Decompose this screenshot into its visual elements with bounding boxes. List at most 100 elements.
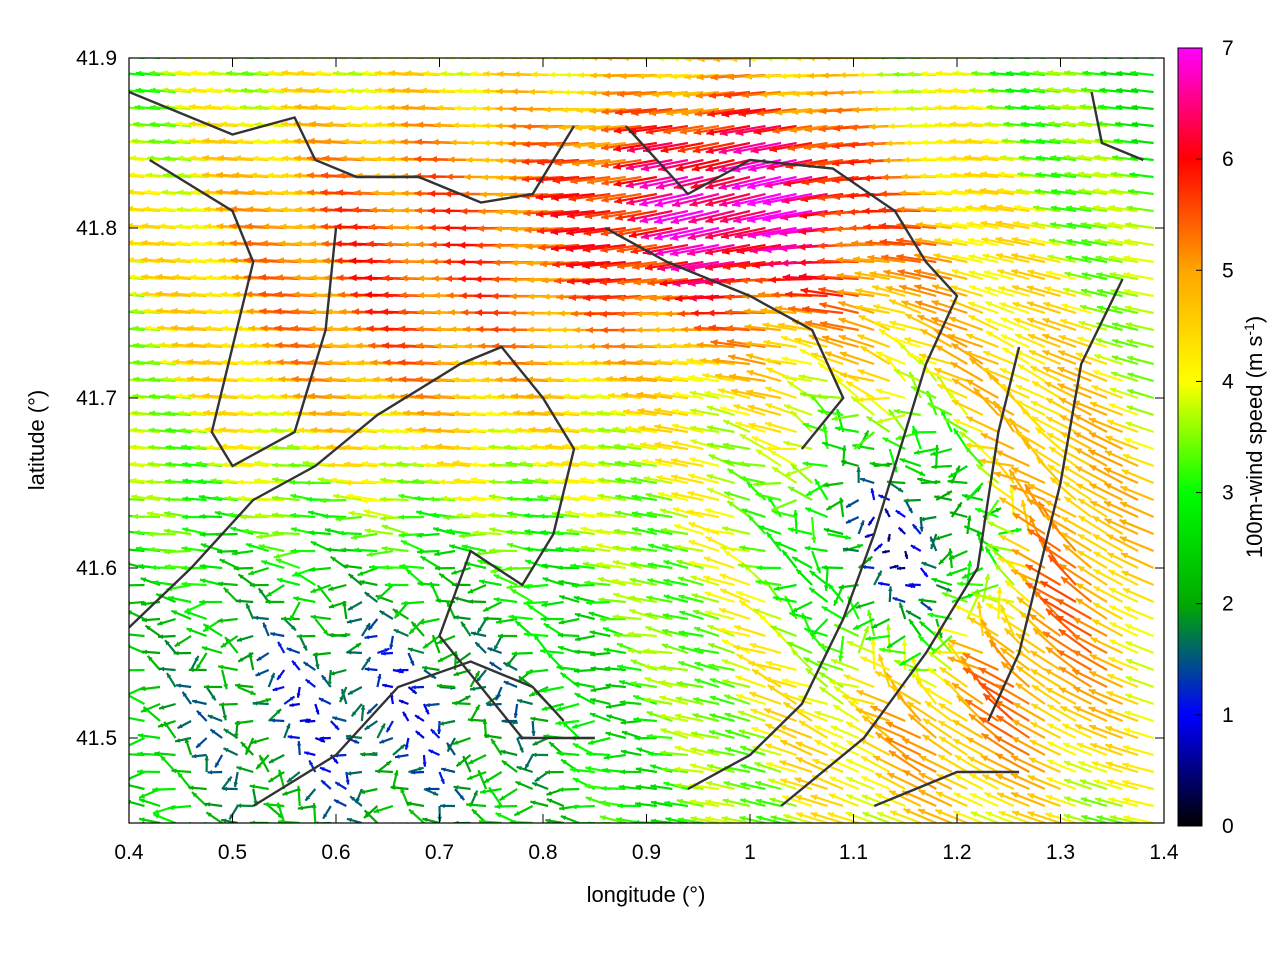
wind-vector — [205, 802, 223, 808]
wind-vector — [364, 720, 379, 731]
wind-vector — [174, 635, 192, 648]
wind-vector — [334, 781, 347, 790]
wind-vector — [226, 70, 254, 77]
wind-vector — [142, 205, 176, 213]
wind-vector — [342, 563, 363, 570]
wind-vector — [196, 709, 208, 722]
wind-vector — [237, 652, 254, 663]
wind-vector — [197, 478, 223, 485]
wind-vector — [381, 524, 409, 536]
wind-vector — [140, 702, 161, 713]
colorbar-tick-label: 6 — [1222, 148, 1234, 171]
wind-vector — [344, 479, 378, 486]
wind-vector — [255, 87, 285, 94]
wind-vector — [182, 496, 207, 502]
wind-vector — [129, 361, 145, 366]
wind-vector — [360, 656, 372, 671]
wind-vector — [359, 579, 378, 587]
wind-vector — [268, 754, 285, 764]
x-tick-label: 0.6 — [321, 841, 350, 864]
wind-vector — [317, 476, 347, 485]
wind-vector — [186, 627, 208, 638]
wind-vector — [359, 787, 378, 795]
wind-vector — [190, 655, 200, 671]
wind-vector — [322, 805, 332, 820]
wind-vector — [328, 461, 362, 469]
wind-vector — [304, 678, 316, 688]
wind-vector — [204, 426, 238, 434]
wind-vector — [157, 719, 176, 728]
wind-vector — [130, 444, 161, 451]
wind-vector — [361, 478, 393, 485]
colorbar-tick-label: 7 — [1222, 37, 1234, 60]
wind-vector — [188, 785, 207, 791]
wind-vector — [297, 804, 316, 811]
wind-vector — [171, 768, 192, 774]
wind-vector — [325, 409, 362, 417]
wind-vector — [241, 87, 269, 94]
wind-vector — [170, 609, 192, 621]
wind-vector — [333, 798, 347, 807]
wind-vector — [129, 191, 145, 196]
wind-vector — [310, 583, 332, 594]
wind-vector — [199, 513, 223, 520]
wind-vector — [252, 701, 269, 706]
wind-vector — [361, 444, 394, 451]
wind-vector — [384, 582, 409, 588]
wind-vector — [224, 636, 239, 654]
wind-vector — [346, 617, 363, 624]
wind-vector — [132, 513, 161, 520]
wind-vector — [379, 496, 409, 503]
wind-vector — [138, 817, 161, 823]
wind-vector — [207, 770, 223, 775]
wind-vector — [131, 410, 161, 417]
wind-vector — [398, 699, 409, 706]
wind-vector — [157, 634, 176, 639]
wind-vector — [242, 528, 269, 536]
wind-vector — [164, 410, 192, 417]
wind-vector — [267, 771, 285, 783]
wind-vector — [393, 628, 409, 638]
wind-vector — [219, 558, 239, 569]
wind-vector — [162, 87, 192, 94]
wind-vector — [330, 720, 340, 731]
wind-vector — [165, 444, 192, 451]
wind-vector — [135, 87, 161, 94]
wind-vector — [224, 87, 254, 94]
wind-vector — [373, 804, 394, 814]
wind-vector — [148, 427, 176, 434]
wind-vector — [376, 584, 394, 601]
x-tick-label: 1.3 — [1046, 841, 1075, 864]
wind-vector — [290, 548, 316, 554]
wind-vector — [391, 770, 399, 790]
wind-vector — [217, 664, 238, 672]
wind-vector — [149, 410, 176, 417]
wind-vector — [287, 734, 300, 740]
wind-vector — [153, 813, 176, 823]
wind-vector — [328, 632, 347, 638]
wind-vector — [251, 736, 270, 745]
wind-vector — [257, 587, 270, 603]
wind-vector — [195, 652, 208, 671]
wind-vector — [214, 754, 224, 768]
wind-vector — [375, 768, 393, 774]
wind-vector — [253, 477, 285, 485]
wind-vector-field — [129, 58, 1155, 823]
wind-vector — [320, 497, 347, 504]
wind-vector — [256, 652, 270, 662]
wind-vector — [255, 754, 270, 770]
wind-vector — [214, 510, 238, 519]
wind-vector — [206, 87, 238, 94]
wind-vector — [208, 70, 238, 77]
wind-vector — [366, 703, 379, 715]
colorbar-tick-label: 5 — [1222, 259, 1234, 282]
wind-vector — [130, 427, 161, 434]
wind-vector — [129, 310, 145, 315]
wind-vector — [137, 769, 161, 775]
wind-vector — [327, 669, 332, 687]
wind-vector — [236, 766, 254, 774]
wind-vector — [270, 718, 285, 723]
wind-vector — [225, 495, 254, 502]
wind-vector — [138, 798, 161, 808]
wind-vector — [205, 811, 223, 823]
